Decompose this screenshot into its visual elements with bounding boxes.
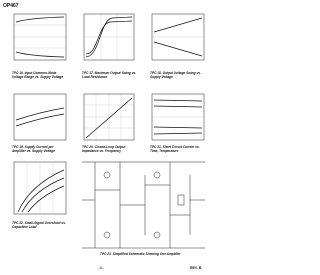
page-number: –6– [98, 266, 104, 270]
chart-frame [13, 161, 67, 215]
caption: TPC 20. Closed-Loop Output Impedance vs.… [82, 145, 126, 153]
revision: REV. B [190, 266, 202, 270]
caption: TPC 18. Output Voltage Swing vs. Supply … [150, 71, 201, 79]
chart-frame [13, 93, 67, 141]
page: OP467 TPC 16. Input Common-Mode Voltage … [3, 3, 205, 270]
figures [13, 13, 205, 249]
chart-frame [83, 13, 135, 61]
caption: TPC 22. Small-Signal Overshoot vs. Capac… [12, 221, 66, 229]
caption: TPC 16. Input Common-Mode Voltage Range … [12, 71, 64, 79]
caption: TPC 23. Simplified Schematic Showing One… [100, 252, 181, 256]
chart-frame [151, 93, 205, 141]
caption: TPC 19. Supply Current per Amplifier vs.… [12, 145, 55, 153]
schematic [82, 161, 205, 249]
header-title: OP467 [3, 3, 19, 9]
caption: TPC 17. Maximum Output Swing vs. Load Re… [82, 71, 137, 79]
chart-frame [151, 13, 205, 61]
chart-frame [83, 93, 135, 141]
chart-frame [13, 13, 67, 61]
caption: TPC 21. Short Circuit Current vs. Time, … [150, 145, 200, 153]
